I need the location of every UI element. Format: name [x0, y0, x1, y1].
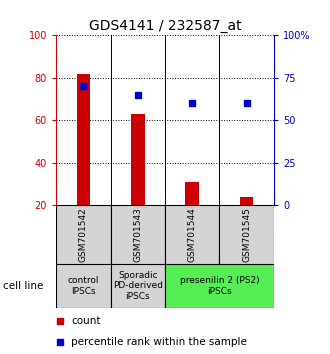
Bar	[165, 264, 274, 308]
Text: GSM701543: GSM701543	[133, 207, 142, 262]
Text: GSM701544: GSM701544	[188, 207, 197, 262]
Text: count: count	[71, 316, 101, 326]
Bar	[56, 205, 111, 264]
Title: GDS4141 / 232587_at: GDS4141 / 232587_at	[89, 19, 241, 33]
Bar	[185, 182, 199, 205]
Bar	[131, 114, 145, 205]
Text: Sporadic
PD-derived
iPSCs: Sporadic PD-derived iPSCs	[113, 271, 163, 301]
Bar	[111, 205, 165, 264]
Text: GSM701542: GSM701542	[79, 207, 88, 262]
Bar	[240, 197, 253, 205]
Text: percentile rank within the sample: percentile rank within the sample	[71, 337, 247, 347]
Bar	[56, 264, 111, 308]
Bar	[219, 205, 274, 264]
Text: cell line: cell line	[3, 281, 44, 291]
Bar	[165, 205, 219, 264]
Text: presenilin 2 (PS2)
iPSCs: presenilin 2 (PS2) iPSCs	[180, 276, 259, 296]
Bar	[111, 264, 165, 308]
Text: control
IPSCs: control IPSCs	[68, 276, 99, 296]
Text: GSM701545: GSM701545	[242, 207, 251, 262]
Bar	[77, 74, 90, 205]
